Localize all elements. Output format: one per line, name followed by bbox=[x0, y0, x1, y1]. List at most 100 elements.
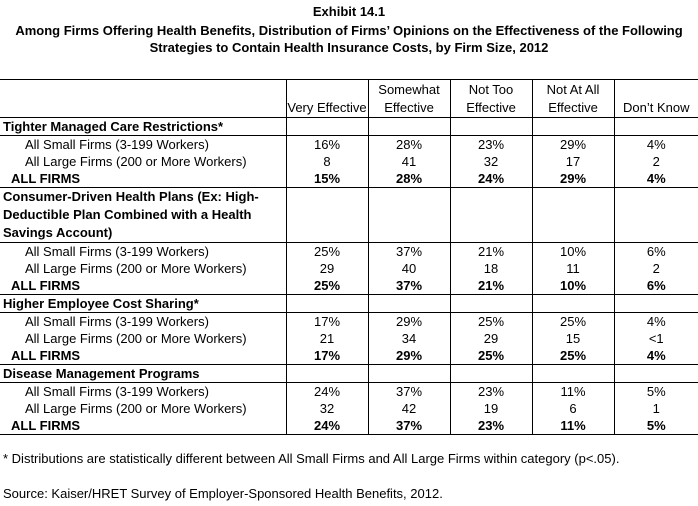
category-empty-cell bbox=[613, 117, 698, 136]
value-cell: 24% bbox=[285, 382, 368, 400]
source-note: Source: Kaiser/HRET Survey of Employer-S… bbox=[3, 486, 443, 501]
row-label: ALL FIRMS bbox=[11, 278, 81, 293]
header-blank bbox=[0, 79, 286, 118]
total-row: ALL FIRMS 24% 37% 23% 11% 5% bbox=[0, 417, 698, 435]
value-cell: 10% bbox=[531, 242, 614, 260]
value-cell: 17% bbox=[285, 347, 368, 365]
row-label: All Small Firms (3-199 Workers) bbox=[0, 382, 286, 400]
value-cell: 40 bbox=[367, 260, 450, 277]
value-cell: 29 bbox=[285, 260, 368, 277]
total-row: ALL FIRMS 17% 29% 25% 25% 4% bbox=[0, 347, 698, 365]
header-dont-know: Don’t Know bbox=[613, 79, 698, 118]
value-cell: 32 bbox=[449, 153, 532, 170]
header-row: Very Effective Somewhat Effective Not To… bbox=[0, 79, 698, 118]
table-row: All Large Firms (200 or More Workers) 29 4… bbox=[0, 260, 698, 277]
table-row: All Small Firms (3-199 Workers) 25% 37% 21%… bbox=[0, 242, 698, 260]
value-cell: 41 bbox=[367, 153, 450, 170]
header-very-effective: Very Effective bbox=[285, 79, 368, 118]
value-cell: 18 bbox=[449, 260, 532, 277]
table-row: All Large Firms (200 or More Workers) 21 3… bbox=[0, 330, 698, 347]
row-label: All Large Firms (200 or More Workers) bbox=[25, 154, 247, 169]
category-label: Tighter Managed Care Restrictions* bbox=[0, 117, 286, 136]
row-label: All Large Firms (200 or More Workers) bbox=[25, 261, 247, 276]
value-cell: 19 bbox=[449, 400, 532, 417]
value-cell: 37% bbox=[367, 242, 450, 260]
category-label: Consumer-Driven Health Plans (Ex: High-D… bbox=[0, 187, 286, 243]
category-empty-cell bbox=[449, 364, 532, 383]
value-cell: 4% bbox=[613, 312, 698, 330]
table-row: All Small Firms (3-199 Workers) 17% 29% 25%… bbox=[0, 312, 698, 330]
value-cell: 28% bbox=[367, 170, 450, 188]
value-cell: 29% bbox=[531, 135, 614, 153]
value-cell: 24% bbox=[285, 417, 368, 435]
exhibit-label: Exhibit 14.1 bbox=[312, 4, 386, 19]
footnote: * Distributions are statistically differ… bbox=[3, 451, 620, 466]
value-cell: 5% bbox=[613, 382, 698, 400]
header-not-too-effective: Not Too Effective bbox=[449, 79, 532, 118]
category-empty-cell bbox=[531, 187, 614, 243]
category-empty-cell bbox=[449, 117, 532, 136]
value-cell: 15% bbox=[285, 170, 368, 188]
value-cell: 21 bbox=[285, 330, 368, 347]
row-label: ALL FIRMS bbox=[11, 171, 81, 186]
value-cell: 42 bbox=[367, 400, 450, 417]
category-empty-cell bbox=[367, 294, 450, 313]
row-label: All Small Firms (3-199 Workers) bbox=[0, 312, 286, 330]
value-cell: 10% bbox=[531, 277, 614, 295]
category-empty-cell bbox=[285, 117, 368, 136]
value-cell: 21% bbox=[449, 277, 532, 295]
value-cell: 6% bbox=[613, 277, 698, 295]
table-row: All Small Firms (3-199 Workers) 16% 28% 23%… bbox=[0, 135, 698, 153]
category-label: Disease Management Programs bbox=[0, 364, 286, 383]
category-empty-cell bbox=[367, 117, 450, 136]
value-cell: 29% bbox=[531, 170, 614, 188]
category-empty-cell bbox=[613, 294, 698, 313]
value-cell: 6 bbox=[531, 400, 614, 417]
total-row: ALL FIRMS 25% 37% 21% 10% 6% bbox=[0, 277, 698, 295]
value-cell: 2 bbox=[613, 260, 698, 277]
category-empty-cell bbox=[285, 187, 368, 243]
header-not-at-all-effective: Not At All Effective bbox=[531, 79, 614, 118]
category-empty-cell bbox=[531, 294, 614, 313]
value-cell: 29% bbox=[367, 312, 450, 330]
row-label: ALL FIRMS bbox=[0, 417, 286, 435]
row-label: All Small Firms (3-199 Workers) bbox=[0, 135, 286, 153]
row-label: All Small Firms (3-199 Workers) bbox=[0, 242, 286, 260]
category-row: Consumer-Driven Health Plans (Ex: High-D… bbox=[0, 187, 698, 243]
value-cell: 1 bbox=[613, 400, 698, 417]
value-cell: 28% bbox=[367, 135, 450, 153]
row-label: All Large Firms (200 or More Workers) bbox=[25, 331, 247, 346]
category-empty-cell bbox=[531, 117, 614, 136]
value-cell: 32 bbox=[285, 400, 368, 417]
value-cell: 29% bbox=[367, 347, 450, 365]
category-empty-cell bbox=[367, 187, 450, 243]
category-empty-cell bbox=[449, 187, 532, 243]
value-cell: 8 bbox=[285, 153, 368, 170]
value-cell: 11 bbox=[531, 260, 614, 277]
value-cell: 4% bbox=[613, 170, 698, 188]
value-cell: 25% bbox=[449, 312, 532, 330]
category-empty-cell bbox=[531, 364, 614, 383]
table-row: All Large Firms (200 or More Workers) 8 41… bbox=[0, 153, 698, 170]
category-empty-cell bbox=[613, 364, 698, 383]
category-row: Higher Employee Cost Sharing* bbox=[0, 294, 698, 313]
total-row: ALL FIRMS 15% 28% 24% 29% 4% bbox=[0, 170, 698, 188]
table-row: All Large Firms (200 or More Workers) 32 4… bbox=[0, 400, 698, 417]
value-cell: 25% bbox=[285, 242, 368, 260]
value-cell: 17 bbox=[531, 153, 614, 170]
value-cell: 37% bbox=[367, 382, 450, 400]
row-label: ALL FIRMS bbox=[11, 348, 81, 363]
value-cell: 16% bbox=[285, 135, 368, 153]
effectiveness-table: Very Effective Somewhat Effective Not To… bbox=[0, 79, 698, 435]
value-cell: 4% bbox=[613, 135, 698, 153]
category-row: Disease Management Programs bbox=[0, 364, 698, 383]
value-cell: 4% bbox=[613, 347, 698, 365]
exhibit-title: Among Firms Offering Health Benefits, Di… bbox=[15, 23, 683, 55]
category-label: Higher Employee Cost Sharing* bbox=[0, 294, 286, 313]
table-row: All Small Firms (3-199 Workers) 24% 37% 23%… bbox=[0, 382, 698, 400]
value-cell: 25% bbox=[531, 347, 614, 365]
value-cell: 23% bbox=[449, 135, 532, 153]
value-cell: 23% bbox=[449, 382, 532, 400]
value-cell: <1 bbox=[613, 330, 698, 347]
value-cell: 6% bbox=[613, 242, 698, 260]
